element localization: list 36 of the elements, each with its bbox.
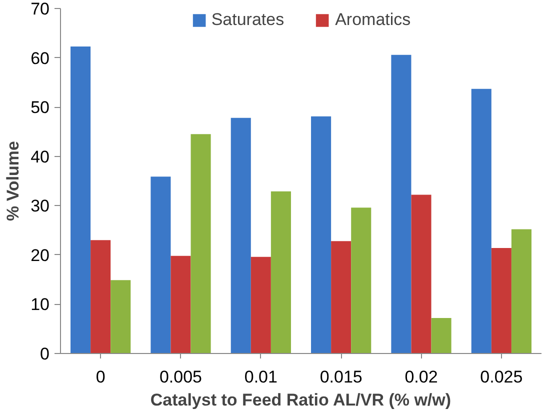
- bar: [270, 191, 291, 354]
- y-tick-label: 0: [40, 344, 50, 364]
- y-tick-label: 70: [30, 0, 50, 18]
- y-tick-label: 10: [30, 295, 50, 314]
- legend-label: Aromatics: [335, 10, 411, 30]
- bar: [311, 116, 332, 354]
- x-tick-label: 0.01: [244, 368, 278, 386]
- bar: [70, 46, 91, 354]
- bar: [471, 88, 492, 354]
- bar: [150, 176, 171, 354]
- y-tick-label: 50: [30, 98, 50, 118]
- bar: [90, 240, 111, 354]
- y-tick-label: 30: [30, 196, 50, 216]
- bar: [110, 280, 131, 354]
- bar: [331, 241, 352, 354]
- bar: [250, 256, 271, 354]
- y-tick-label: 40: [30, 147, 50, 166]
- bar: [391, 54, 412, 354]
- bar: [491, 248, 512, 354]
- bar: [511, 229, 532, 354]
- bar: [190, 134, 211, 354]
- bar: [351, 208, 372, 354]
- bar: [411, 194, 432, 354]
- x-tick-label: 0.02: [404, 368, 438, 386]
- bar: [230, 118, 251, 354]
- bar: [170, 256, 191, 354]
- y-axis-title: % Volume: [4, 141, 23, 221]
- bar: [431, 318, 452, 354]
- y-tick-label: 60: [30, 48, 50, 68]
- x-tick-label: 0.015: [320, 368, 362, 386]
- legend-label: Saturates: [211, 10, 284, 30]
- x-tick-label: 0.005: [159, 368, 202, 386]
- x-axis-title: Catalyst to Feed Ratio AL/VR (% w/w): [150, 390, 452, 410]
- y-tick-label: 20: [30, 246, 50, 265]
- x-tick-label: 0.025: [480, 368, 523, 386]
- x-tick-label: 0: [96, 368, 106, 386]
